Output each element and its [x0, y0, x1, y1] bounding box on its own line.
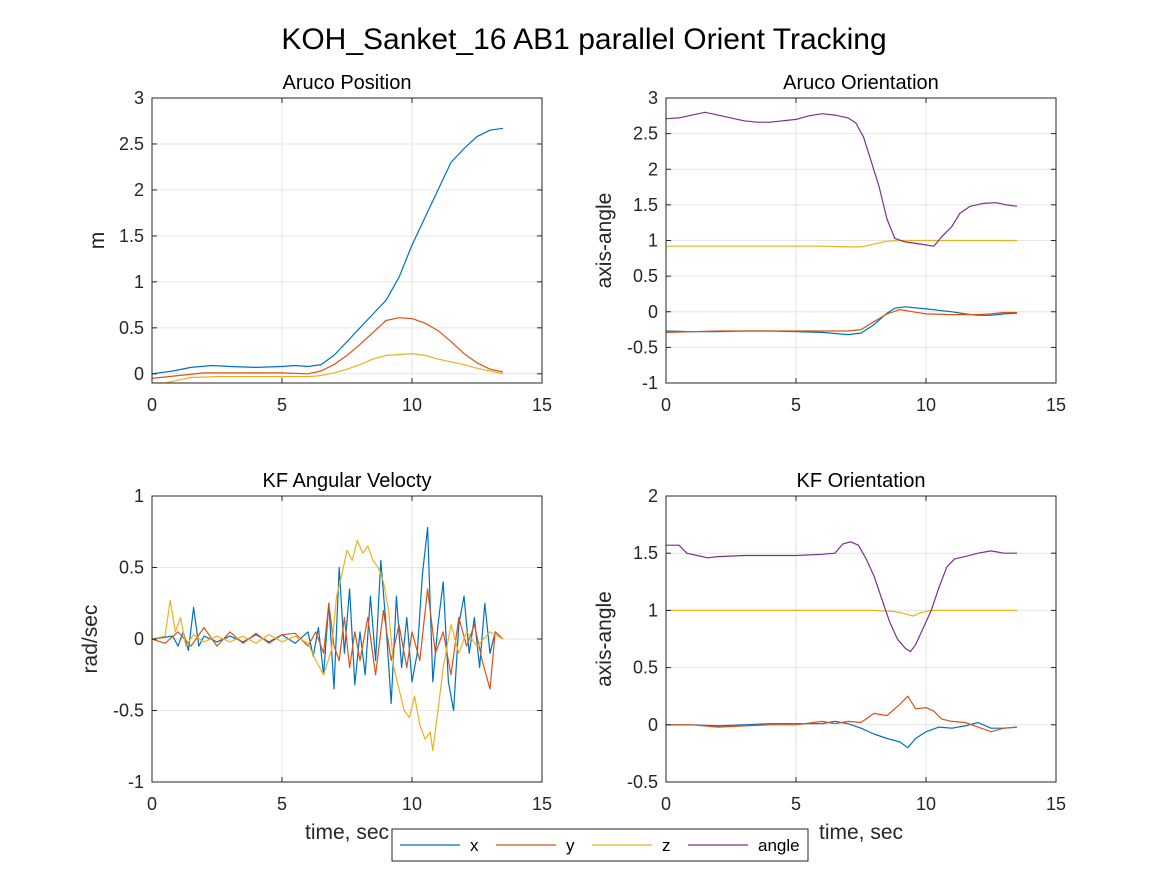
- y-tick-label: 0: [648, 302, 658, 322]
- series-group: [152, 526, 504, 752]
- subplot-1: 0 5 10 15 0 0.5 1 1.5 2 2.5 3 Aruco Position m: [86, 72, 552, 415]
- x-tick-label: 5: [277, 395, 287, 415]
- y-tick-label: -1: [128, 772, 144, 792]
- axes-frame: [665, 495, 1057, 783]
- legend: x y z angle: [391, 828, 809, 862]
- series-line-2: [152, 317, 504, 379]
- figure-title: KOH_Sanket_16 AB1 parallel Orient Tracki…: [281, 23, 886, 56]
- x-tick-label: 5: [277, 794, 287, 814]
- x-tick-label: 5: [791, 395, 801, 415]
- y-tick-label: 0.5: [633, 658, 658, 678]
- series-line-2: [152, 588, 504, 690]
- series-line-2: [666, 695, 1018, 733]
- subplot-title: KF Orientation: [797, 470, 926, 492]
- series-group: [666, 541, 1018, 749]
- series-line-4: [666, 541, 1017, 653]
- y-tick-label: 2.5: [633, 124, 658, 144]
- y-tick-label: 0: [134, 629, 144, 649]
- legend-entry-angle: angle: [688, 836, 800, 855]
- subplot-title: KF Angular Velocty: [263, 470, 432, 492]
- legend-label: angle: [758, 836, 800, 855]
- x-tick-label: 10: [402, 794, 422, 814]
- y-axis-label: m: [86, 232, 109, 250]
- subplot-2: 0 5 10 15 -1 -0.5 0 0.5 1 1.5 2 2.5 3 Aruco Orientati…: [593, 72, 1066, 415]
- legend-label: z: [662, 836, 671, 855]
- x-tick-label: 0: [661, 395, 671, 415]
- y-tick-label: 1: [648, 231, 658, 251]
- y-tick-label: 2: [648, 159, 658, 179]
- y-tick-label: 0.5: [119, 558, 144, 578]
- x-tick-label: 15: [532, 794, 552, 814]
- y-axis-label: rad/sec: [79, 605, 102, 674]
- x-axis-label: time, sec: [819, 821, 903, 844]
- y-axis-label: axis-angle: [593, 591, 616, 687]
- subplot-title: Aruco Position: [283, 72, 412, 94]
- legend-entry-x: x: [400, 836, 479, 855]
- x-tick-label: 5: [791, 794, 801, 814]
- y-tick-label: 0: [648, 715, 658, 735]
- x-tick-label: 10: [916, 794, 936, 814]
- y-tick-label: -0.5: [627, 772, 658, 792]
- y-tick-label: 2: [134, 180, 144, 200]
- x-tick-label: 15: [1046, 794, 1066, 814]
- y-axis-label: axis-angle: [593, 193, 616, 289]
- y-tick-label: 0.5: [119, 318, 144, 338]
- series-line-3: [152, 539, 504, 752]
- series-line-3: [666, 609, 1017, 617]
- y-tick-label: 2.5: [119, 134, 144, 154]
- series-line-1: [152, 127, 504, 375]
- x-tick-label: 10: [916, 395, 936, 415]
- series-group: [666, 111, 1018, 336]
- series-line-3: [666, 239, 1017, 248]
- legend-entry-z: z: [592, 836, 671, 855]
- y-tick-label: 0: [134, 364, 144, 384]
- y-tick-label: -0.5: [627, 337, 658, 357]
- series-line-1: [666, 720, 1018, 749]
- plot-area: [666, 496, 1056, 782]
- legend-label: y: [566, 836, 575, 855]
- subplot-3: 0 5 10 15 -1 -0.5 0 0.5 1 KF Angular Velocty rad/s…: [79, 470, 552, 844]
- subplot-title: Aruco Orientation: [783, 72, 939, 94]
- y-tick-label: -1: [642, 373, 658, 393]
- x-tick-label: 10: [402, 395, 422, 415]
- x-tick-label: 0: [147, 395, 157, 415]
- series-line-1: [152, 526, 504, 712]
- x-tick-label: 0: [147, 794, 157, 814]
- y-tick-label: 1: [134, 486, 144, 506]
- y-tick-label: 0.5: [633, 266, 658, 286]
- series-line-4: [666, 111, 1018, 247]
- y-tick-label: 1: [134, 272, 144, 292]
- y-tick-label: 3: [648, 88, 658, 108]
- series-line-3: [152, 353, 504, 383]
- y-tick-label: 2: [648, 486, 658, 506]
- series-group: [152, 127, 504, 383]
- y-tick-label: 1.5: [119, 226, 144, 246]
- y-tick-label: 3: [134, 88, 144, 108]
- y-tick-label: 1.5: [633, 195, 658, 215]
- legend-label: x: [470, 836, 479, 855]
- y-tick-label: -0.5: [113, 701, 144, 721]
- x-axis-label: time, sec: [305, 821, 389, 844]
- y-tick-label: 1.5: [633, 543, 658, 563]
- x-tick-label: 15: [1046, 395, 1066, 415]
- y-tick-label: 1: [648, 600, 658, 620]
- series-line-2: [666, 309, 1017, 333]
- plot-area: [152, 98, 542, 383]
- x-tick-label: 0: [661, 794, 671, 814]
- legend-entry-y: y: [496, 836, 575, 855]
- axes-frame: [151, 97, 543, 384]
- x-tick-label: 15: [532, 395, 552, 415]
